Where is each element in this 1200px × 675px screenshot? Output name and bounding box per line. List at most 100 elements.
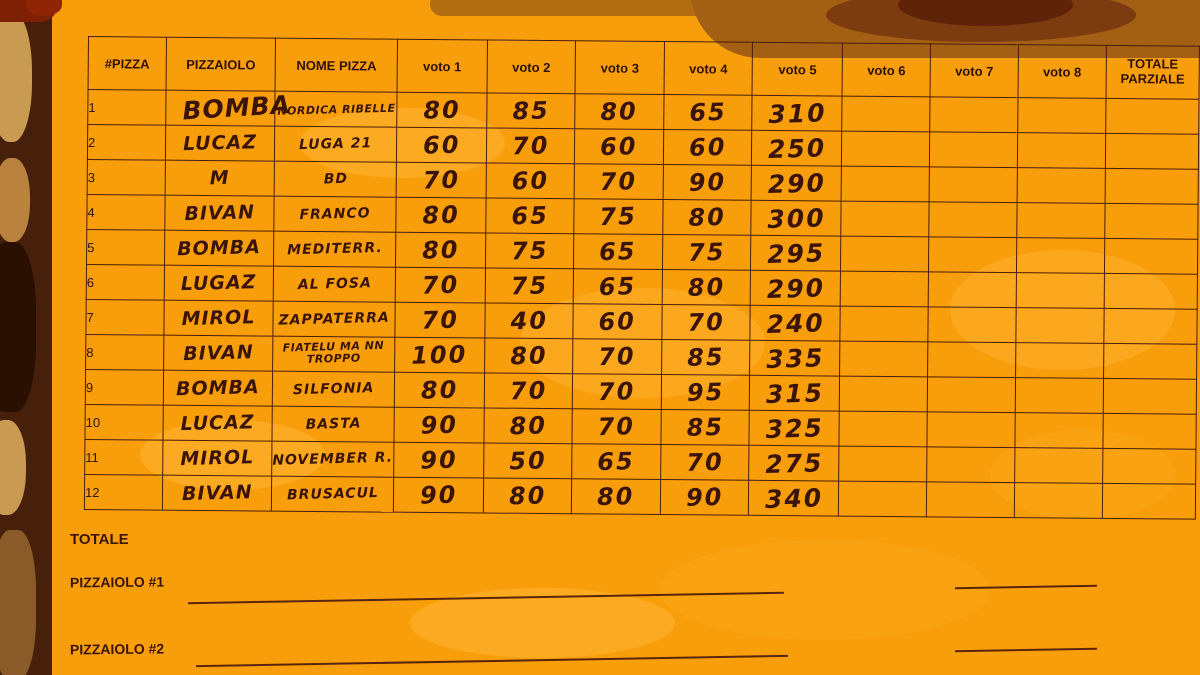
- cell-num: 6: [86, 264, 165, 301]
- hw-voto: 65: [597, 447, 636, 477]
- cell-num: 3: [87, 159, 166, 196]
- hw-pizzaiolo: LUCAZ: [182, 131, 258, 156]
- header-voto-5: voto 5: [752, 42, 843, 97]
- cell-totale-parziale: [1105, 133, 1199, 170]
- cell-voto-8: [1016, 202, 1105, 239]
- cell-totale-parziale: [1102, 413, 1197, 450]
- top-left-shadow: [26, 0, 62, 16]
- cell-nome-pizza: FRANCO: [274, 196, 397, 233]
- cell-pizzaiolo: BIVAN: [163, 335, 274, 372]
- totale-label: TOTALE: [70, 531, 129, 548]
- cell-voto-7: [927, 341, 1016, 378]
- cell-nome-pizza: SILFONIA: [272, 371, 395, 408]
- cell-totale-parziale: [1104, 273, 1198, 310]
- cell-voto-3: 70: [572, 408, 662, 445]
- hw-voto: 60: [600, 132, 639, 162]
- cell-voto-8: [1014, 412, 1104, 449]
- texture-blob: [0, 12, 32, 142]
- cell-voto-1: 80: [395, 232, 486, 268]
- hw-voto: 70: [597, 377, 637, 407]
- cell-nome-pizza: BD: [274, 161, 397, 198]
- cell-pizzaiolo: BIVAN: [162, 475, 273, 512]
- hw-pizzaiolo: M: [209, 166, 231, 190]
- cell-voto-3: 80: [571, 478, 661, 515]
- cell-voto-3: 65: [573, 268, 663, 305]
- cell-voto-7: [926, 446, 1015, 483]
- cell-num: 12: [84, 474, 163, 511]
- cell-voto-2: 65: [485, 197, 575, 234]
- hw-voto: 65: [688, 97, 728, 127]
- cell-nome-pizza: AL FOSA: [273, 266, 396, 303]
- paper-texture-patch: [950, 250, 1175, 370]
- hw-voto: 75: [687, 237, 726, 267]
- cell-voto-3: 65: [573, 233, 663, 270]
- cell-voto-4: 75: [662, 234, 752, 271]
- hw-voto: 70: [597, 412, 636, 442]
- hw-voto: 80: [687, 202, 727, 232]
- cell-voto-4: 65: [663, 94, 753, 131]
- pizzaiolo2-label: PIZZAIOLO #2: [69, 640, 165, 658]
- cell-totale-parziale: [1103, 378, 1197, 415]
- cell-voto-6: [841, 131, 930, 167]
- cell-voto-7: [928, 236, 1017, 273]
- photo-background-left-edge: [0, 0, 52, 675]
- cell-voto-7: [929, 96, 1018, 133]
- header-voto-3: voto 3: [575, 40, 665, 95]
- hw-voto: 70: [687, 307, 726, 337]
- cell-voto-5: 290: [750, 270, 841, 307]
- cell-pizzaiolo: MIROL: [162, 440, 273, 477]
- cell-voto-8: [1016, 272, 1105, 309]
- hw-voto: 90: [419, 445, 458, 475]
- cell-num: 5: [86, 229, 165, 266]
- cell-num: 4: [86, 194, 165, 231]
- cell-voto-1: 90: [393, 442, 484, 478]
- hw-voto: 80: [421, 200, 460, 230]
- hw-voto: 60: [688, 132, 727, 162]
- header-nome-pizza: NOME PIZZA: [275, 38, 398, 93]
- cell-voto-6: [840, 236, 929, 272]
- cell-pizzaiolo: LUCAZ: [165, 125, 276, 162]
- hw-totale-parziale: 290: [766, 272, 826, 304]
- cell-voto-2: 80: [483, 407, 573, 444]
- cell-voto-2: 80: [483, 477, 572, 514]
- cell-voto-6: [839, 341, 928, 377]
- cell-voto-7: [928, 201, 1018, 238]
- cell-voto-7: [927, 376, 1016, 413]
- hw-voto: 90: [419, 410, 459, 440]
- hw-voto: 80: [509, 341, 548, 371]
- hw-nome-pizza: NOVEMBER R.: [272, 449, 394, 469]
- cell-voto-4: 70: [661, 304, 751, 341]
- header-voto-4: voto 4: [663, 41, 753, 96]
- header-voto-7: voto 7: [930, 43, 1019, 98]
- cell-voto-2: 60: [485, 162, 575, 199]
- hw-nome-pizza: NORDICA RIBELLE: [276, 101, 396, 118]
- hw-totale-parziale: 295: [766, 237, 826, 269]
- paper-texture-patch: [140, 420, 325, 490]
- cell-pizzaiolo: LUCAZ: [162, 405, 273, 442]
- cell-num: 8: [85, 334, 164, 371]
- cell-voto-3: 70: [572, 338, 662, 375]
- cell-pizzaiolo: BOMBA: [165, 89, 292, 127]
- cell-voto-4: 90: [662, 164, 752, 201]
- cell-voto-1: 60: [396, 127, 487, 163]
- cell-voto-7: [929, 131, 1018, 168]
- cell-pizzaiolo: LUGAZ: [163, 265, 274, 302]
- cell-voto-6: [840, 306, 929, 342]
- hw-nome-pizza: BRUSACUL: [286, 484, 379, 504]
- pizzaiolo1-label: PIZZAIOLO #1: [69, 573, 165, 591]
- hw-nome-pizza: BD: [323, 170, 348, 188]
- header-totale-parziale: TOTALE PARZIALE: [1105, 45, 1200, 100]
- cell-voto-7: [927, 411, 1016, 448]
- hw-voto: 80: [420, 375, 459, 405]
- cell-voto-5: 340: [748, 480, 839, 517]
- cell-voto-1: 90: [394, 407, 485, 443]
- cell-totale-parziale: [1105, 98, 1199, 135]
- hw-nome-pizza: MEDITERR.: [286, 239, 383, 259]
- cell-voto-8: [1015, 377, 1104, 414]
- hw-totale-parziale: 290: [767, 167, 827, 199]
- pizza-score-table: #PIZZA PIZZAIOLO NOME PIZZA voto 1 voto …: [84, 36, 1200, 520]
- cell-num: 1: [87, 89, 166, 126]
- header-totale-line2: PARZIALE: [1120, 71, 1185, 87]
- paper-texture-patch: [990, 430, 1175, 520]
- hw-voto: 50: [508, 446, 547, 476]
